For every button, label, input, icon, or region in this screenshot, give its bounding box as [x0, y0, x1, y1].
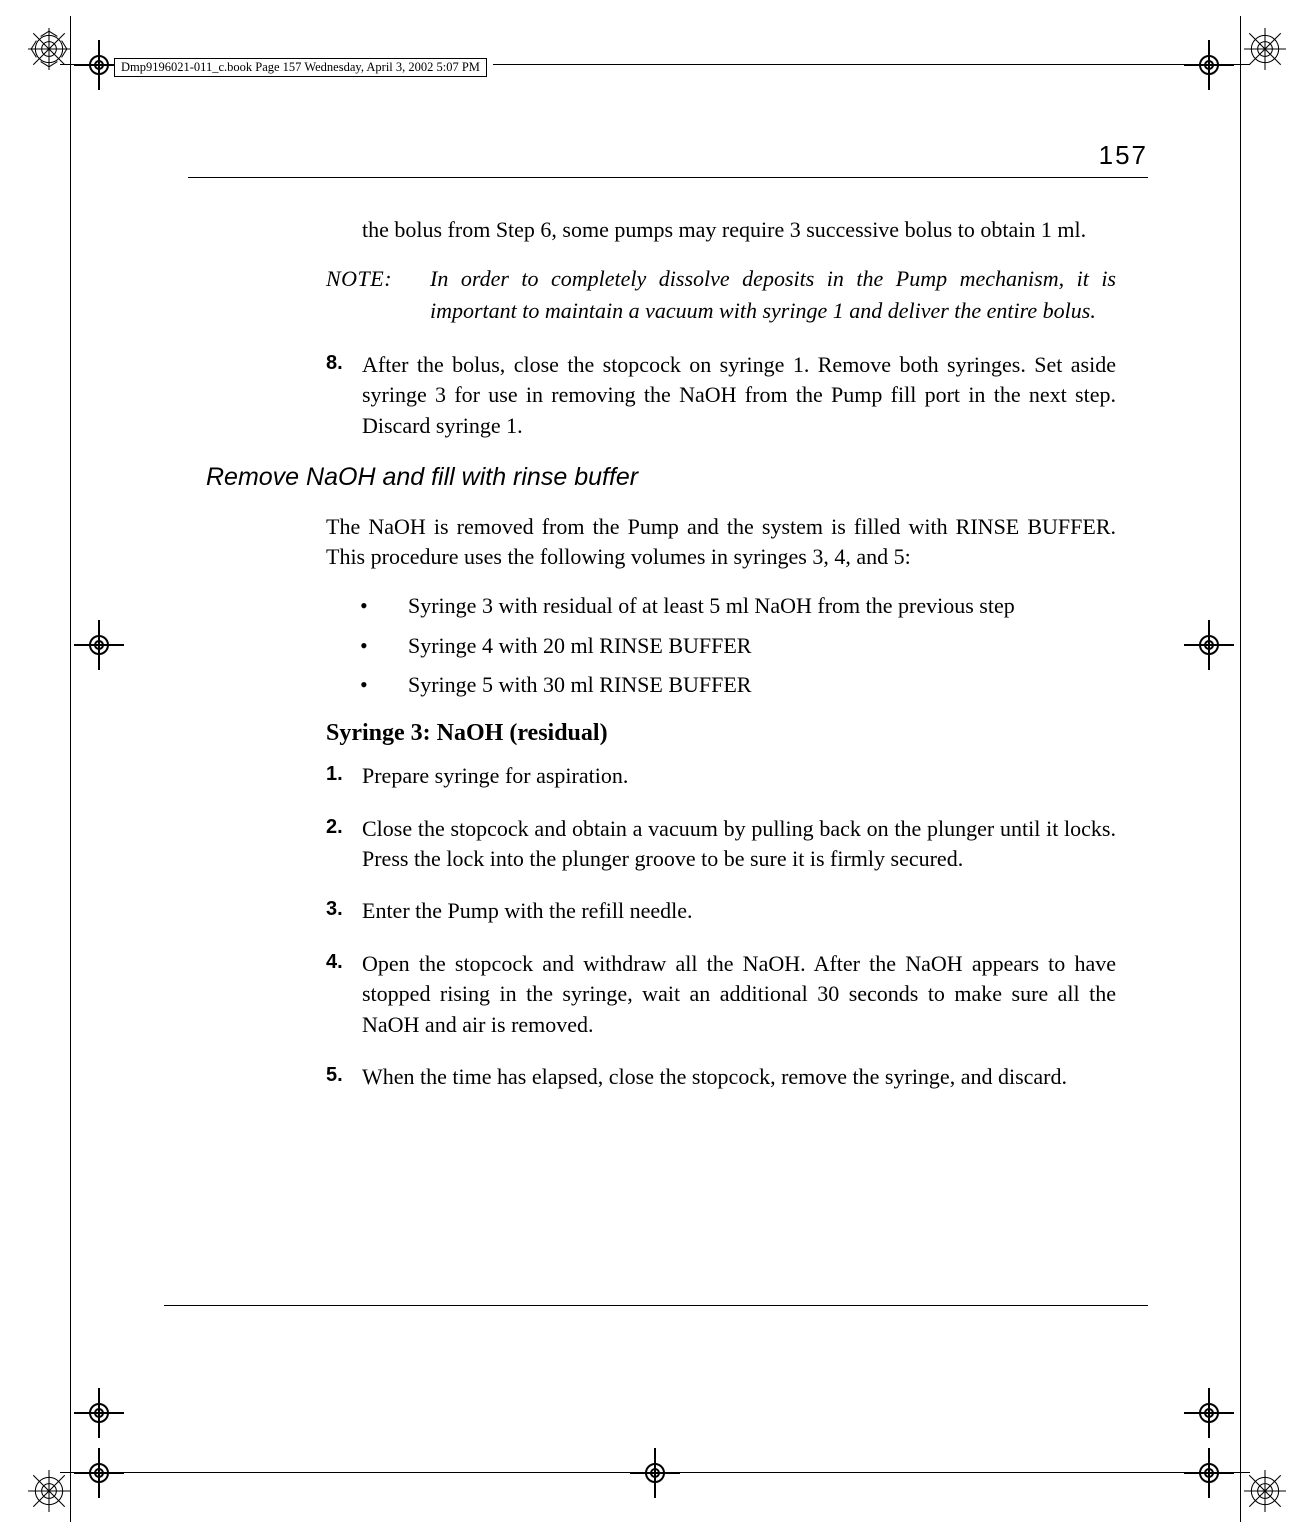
bullet-list: Syringe 3 with residual of at least 5 ml…	[360, 591, 1116, 701]
register-mark-icon	[80, 46, 118, 84]
step-text: After the bolus, close the stopcock on s…	[362, 350, 1116, 441]
page-content: the bolus from Step 6, some pumps may re…	[206, 215, 1116, 1114]
register-mark-icon	[1190, 1454, 1228, 1492]
page-header: 157	[188, 140, 1148, 178]
step-number: 1.	[326, 761, 362, 791]
list-item: Syringe 4 with 20 ml RINSE BUFFER	[360, 631, 1116, 661]
radial-mark-icon	[1244, 28, 1286, 70]
header-stamp: Dmp9196021-011_c.book Page 157 Wednesday…	[114, 58, 493, 77]
radial-mark-icon	[28, 28, 70, 70]
step-text: Enter the Pump with the refill needle.	[362, 896, 1116, 926]
register-mark-icon	[636, 1454, 674, 1492]
step-number: 2.	[326, 814, 362, 875]
numbered-step: 3. Enter the Pump with the refill needle…	[326, 896, 1116, 926]
step-text: Prepare syringe for aspiration.	[362, 761, 1116, 791]
register-mark-icon	[1190, 626, 1228, 664]
footer-rule	[164, 1305, 1148, 1306]
register-mark-icon	[80, 1394, 118, 1432]
continuation-paragraph: the bolus from Step 6, some pumps may re…	[362, 215, 1116, 245]
header-stamp-text: Dmp9196021-011_c.book Page 157 Wednesday…	[114, 58, 487, 77]
numbered-step: 2. Close the stopcock and obtain a vacuu…	[326, 814, 1116, 875]
crop-line-left	[70, 16, 71, 1522]
sub-heading: Syringe 3: NaOH (residual)	[326, 720, 1116, 747]
section-heading: Remove NaOH and fill with rinse buffer	[206, 463, 1116, 492]
step-text: Close the stopcock and obtain a vacuum b…	[362, 814, 1116, 875]
note-text: In order to completely dissolve deposits…	[430, 263, 1116, 325]
numbered-step: 5. When the time has elapsed, close the …	[326, 1062, 1116, 1092]
intro-paragraph: The NaOH is removed from the Pump and th…	[326, 512, 1116, 573]
register-mark-icon	[1190, 46, 1228, 84]
page-number: 157	[1099, 140, 1148, 170]
numbered-step: 8. After the bolus, close the stopcock o…	[326, 350, 1116, 441]
register-mark-icon	[80, 626, 118, 664]
crop-line-right	[1240, 16, 1241, 1522]
step-number: 4.	[326, 949, 362, 1040]
register-mark-icon	[80, 1454, 118, 1492]
note-label: NOTE:	[326, 263, 430, 325]
step-text: Open the stopcock and withdraw all the N…	[362, 949, 1116, 1040]
note-block: NOTE: In order to completely dissolve de…	[326, 263, 1116, 325]
step-number: 8.	[326, 350, 362, 441]
step-text: When the time has elapsed, close the sto…	[362, 1062, 1116, 1092]
list-item: Syringe 3 with residual of at least 5 ml…	[360, 591, 1116, 621]
header-rule	[188, 177, 1148, 178]
numbered-step: 4. Open the stopcock and withdraw all th…	[326, 949, 1116, 1040]
list-item: Syringe 5 with 30 ml RINSE BUFFER	[360, 670, 1116, 700]
radial-mark-icon	[28, 1470, 70, 1512]
radial-mark-icon	[1244, 1470, 1286, 1512]
step-number: 5.	[326, 1062, 362, 1092]
register-mark-icon	[1190, 1394, 1228, 1432]
numbered-step: 1. Prepare syringe for aspiration.	[326, 761, 1116, 791]
step-number: 3.	[326, 896, 362, 926]
